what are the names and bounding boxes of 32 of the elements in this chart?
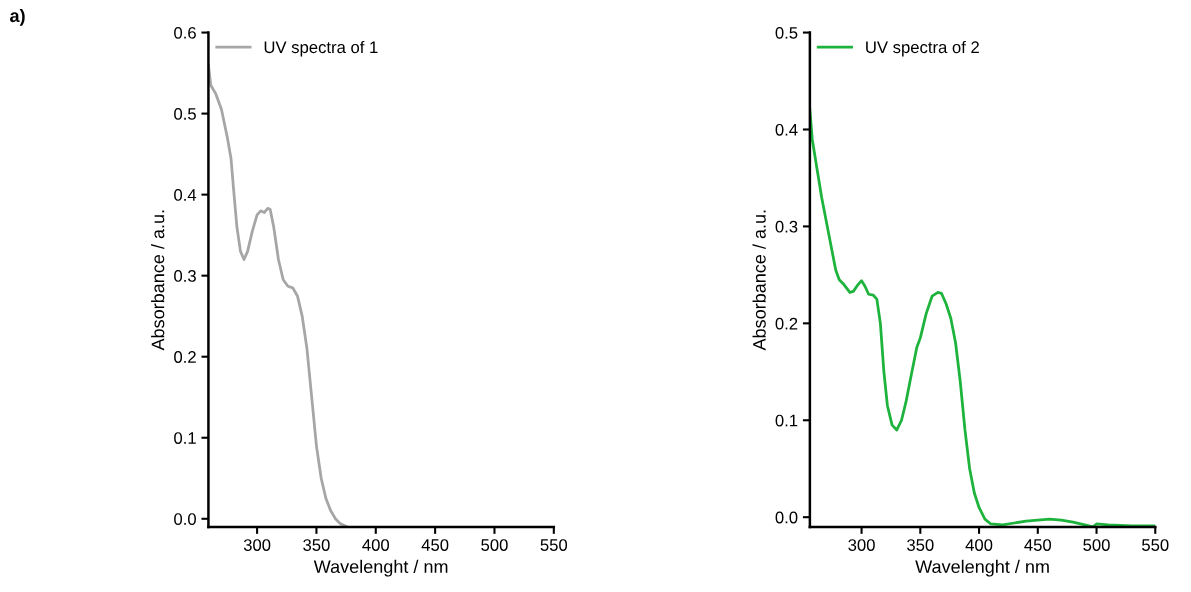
x-tick-label: 550: [1142, 539, 1169, 551]
x-tick-label: 350: [303, 539, 330, 551]
x-axis-title: Wavelenght / nm: [313, 559, 448, 577]
y-tick-label: 0.4: [174, 189, 197, 201]
y-tick-label: 0.2: [174, 351, 196, 363]
text: a): [10, 8, 25, 26]
x-tick-label: 550: [540, 539, 568, 551]
legend-label: UV spectra of 1: [264, 40, 378, 57]
y-axis-title: Absorbance / a.u.: [752, 210, 766, 351]
y-tick-label: 0.6: [174, 26, 196, 39]
x-tick-label: 500: [1083, 539, 1110, 551]
x-tick-label: 500: [481, 539, 508, 551]
y-tick-label: 0.3: [775, 220, 798, 233]
y-tick-label: 0.2: [775, 317, 798, 330]
legend-label: UV spectra of 2: [866, 40, 979, 57]
y-tick-label: 0.5: [174, 108, 196, 120]
y-tick-label: 0.0: [775, 511, 798, 524]
y-tick-label: 0.3: [174, 270, 196, 282]
y-tick-label: 0.5: [775, 26, 798, 39]
y-tick-label: 0.1: [775, 414, 798, 427]
x-tick-label: 450: [421, 539, 449, 551]
x-tick-label: 300: [848, 539, 875, 551]
x-tick-label: 450: [1024, 539, 1052, 551]
y-tick-label: 0.1: [174, 432, 196, 444]
x-axis-title: Wavelenght / nm: [915, 559, 1049, 577]
x-tick-label: 400: [965, 539, 993, 551]
y-tick-label: 0.4: [775, 123, 798, 136]
x-tick-label: 350: [907, 539, 934, 551]
x-tick-label: 400: [362, 539, 390, 551]
x-tick-label: 300: [243, 539, 271, 551]
y-axis-title: Absorbance / a.u.: [151, 210, 165, 351]
y-tick-label: 0.0: [174, 513, 196, 525]
